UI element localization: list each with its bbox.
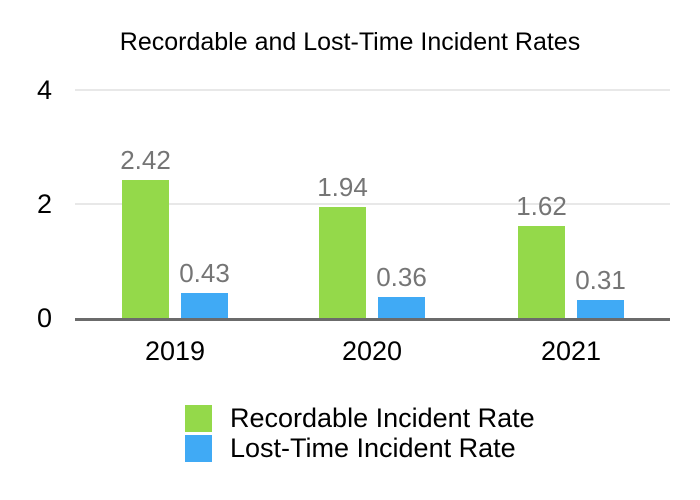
gridline-y-2	[75, 203, 670, 205]
x-axis-label-2021: 2021	[540, 336, 602, 366]
legend-item-recordable-incident-rate[interactable]: Recordable Incident Rate	[185, 403, 535, 433]
bar-value-label-lost-time-incident-rate-2021: 0.31	[575, 265, 626, 295]
legend-swatch-lost-time-incident-rate	[185, 434, 212, 462]
y-tick-label-0: 0	[36, 303, 52, 333]
y-tick-label-4: 4	[36, 75, 52, 105]
bar-value-label-recordable-incident-rate-2021: 1.62	[516, 191, 567, 221]
bar-lost-time-incident-rate-2021[interactable]	[577, 300, 624, 318]
bar-value-label-recordable-incident-rate-2020: 1.94	[317, 172, 368, 202]
bar-lost-time-incident-rate-2020[interactable]	[378, 297, 425, 318]
legend-item-lost-time-incident-rate[interactable]: Lost-Time Incident Rate	[185, 433, 535, 463]
x-axis-label-2019: 2019	[144, 336, 206, 366]
bar-value-label-lost-time-incident-rate-2019: 0.43	[179, 258, 230, 288]
legend: Recordable Incident Rate Lost-Time Incide…	[185, 403, 535, 463]
x-axis-label-2020: 2020	[341, 336, 403, 366]
legend-label-recordable-incident-rate: Recordable Incident Rate	[230, 403, 535, 433]
bar-recordable-incident-rate-2020[interactable]	[319, 207, 366, 318]
legend-swatch-recordable-incident-rate	[185, 404, 212, 432]
bar-value-label-lost-time-incident-rate-2020: 0.36	[376, 262, 427, 292]
y-tick-label-2: 2	[36, 189, 52, 219]
legend-label-lost-time-incident-rate: Lost-Time Incident Rate	[230, 433, 516, 463]
bar-recordable-incident-rate-2019[interactable]	[122, 180, 169, 318]
x-axis-line	[75, 318, 670, 321]
bar-recordable-incident-rate-2021[interactable]	[518, 226, 565, 318]
bar-value-label-recordable-incident-rate-2019: 2.42	[120, 145, 171, 175]
chart-title: Recordable and Lost-Time Incident Rates	[119, 28, 581, 56]
gridline-y-4	[75, 89, 670, 91]
bar-lost-time-incident-rate-2019[interactable]	[181, 293, 228, 318]
